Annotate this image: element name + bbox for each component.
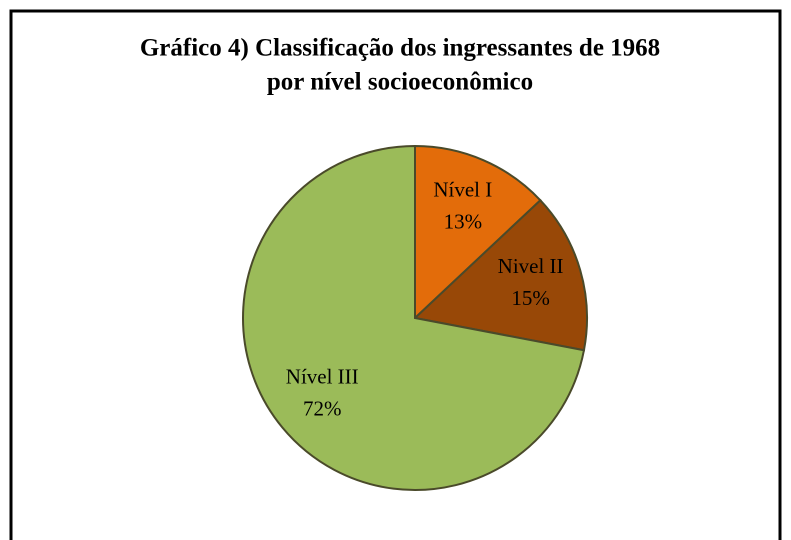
data-label: 13% [444,209,483,233]
data-label: 72% [303,397,342,421]
pie-slice [242,144,586,491]
slice-label: Nível III [286,365,359,389]
data-label: 15% [511,286,550,310]
chart-title: Gráfico 4) Classificação dos ingressante… [140,35,660,62]
pie-slice [412,198,588,352]
pie-slice [414,144,542,321]
chart-title: por nível socioeconômico [267,69,533,96]
slice-label: Nivel II [498,254,564,278]
slice-label: Nível I [433,177,492,201]
frame [9,9,782,540]
